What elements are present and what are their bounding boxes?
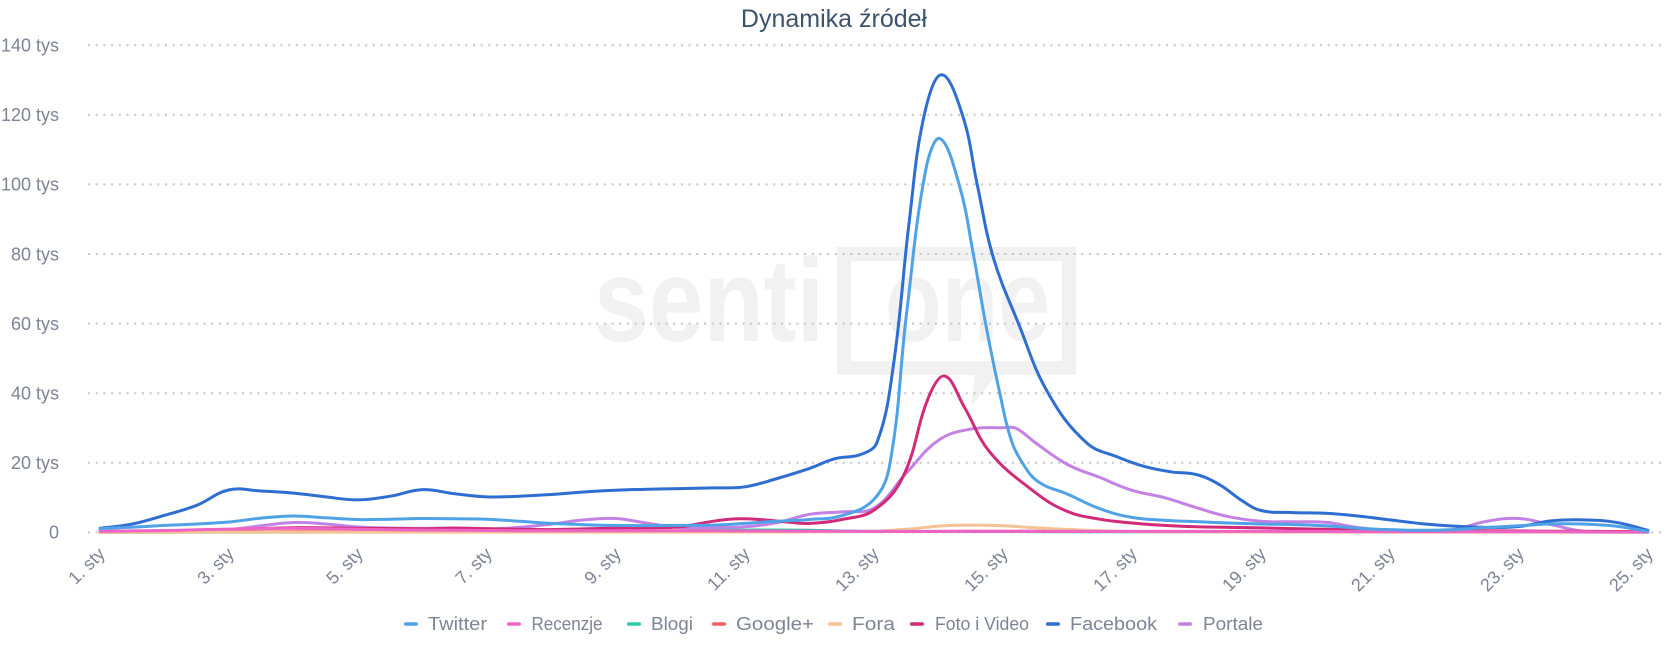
svg-text:Facebook: Facebook <box>1070 614 1158 634</box>
svg-text:0: 0 <box>49 523 59 543</box>
svg-text:20 tys: 20 tys <box>11 453 59 473</box>
svg-text:Fora: Fora <box>852 614 896 634</box>
svg-text:Portale: Portale <box>1203 614 1263 634</box>
svg-text:40 tys: 40 tys <box>11 384 59 404</box>
svg-text:60 tys: 60 tys <box>11 314 59 334</box>
svg-text:Foto i Video: Foto i Video <box>935 614 1029 634</box>
svg-text:Twitter: Twitter <box>428 614 487 634</box>
svg-text:senti: senti <box>594 235 824 367</box>
svg-text:Dynamika źródeł: Dynamika źródeł <box>741 5 928 33</box>
svg-text:80 tys: 80 tys <box>11 244 59 264</box>
svg-text:100 tys: 100 tys <box>1 175 59 195</box>
svg-text:120 tys: 120 tys <box>1 105 59 125</box>
svg-text:140 tys: 140 tys <box>1 36 59 56</box>
svg-text:Blogi: Blogi <box>651 614 693 634</box>
svg-text:Recenzje: Recenzje <box>532 614 603 634</box>
svg-text:Google+: Google+ <box>736 614 814 634</box>
